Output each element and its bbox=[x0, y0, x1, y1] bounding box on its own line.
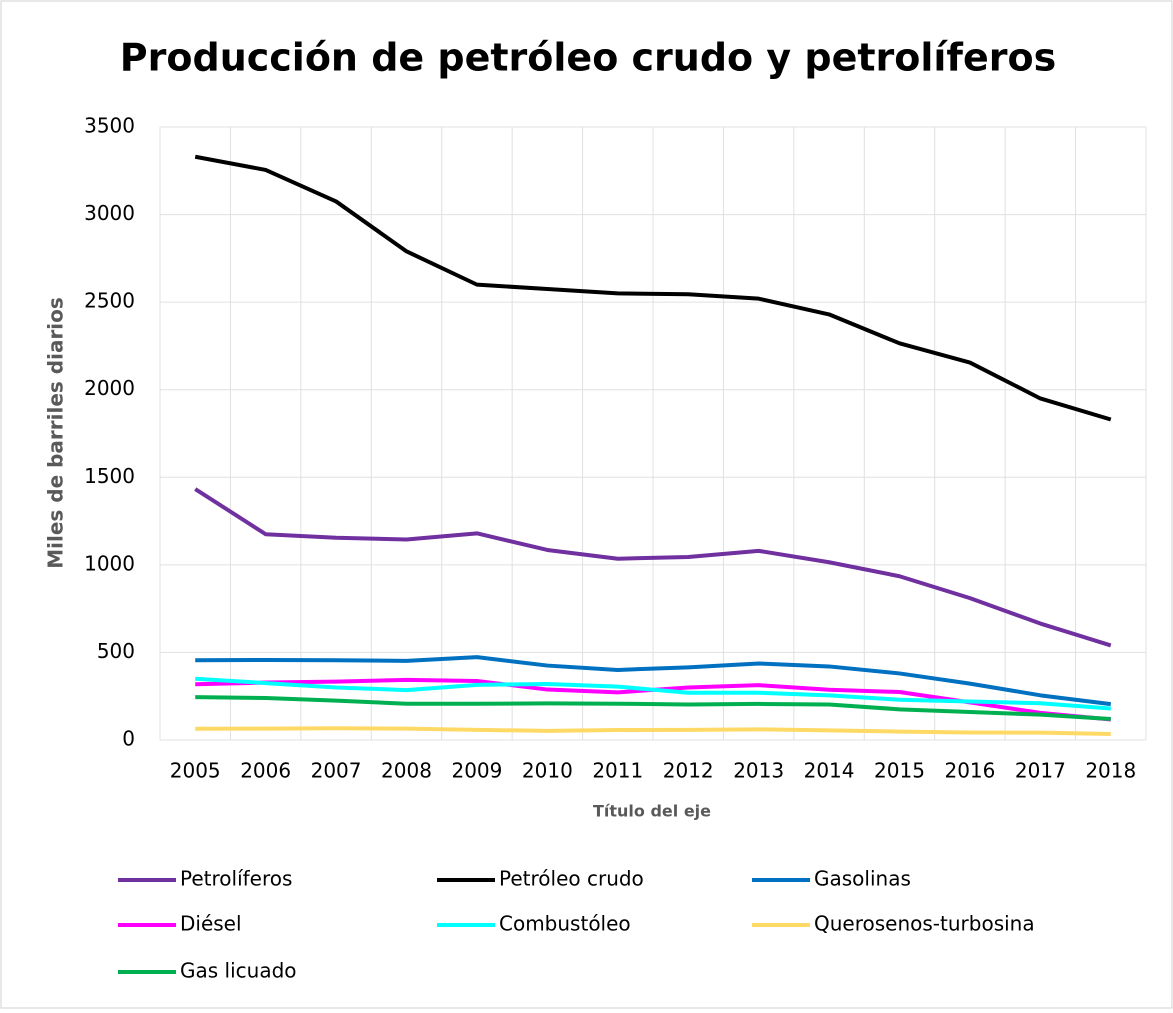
y-tick-label: 3000 bbox=[84, 201, 135, 225]
series-line bbox=[195, 695, 1111, 721]
x-axis-title: Título del eje bbox=[593, 802, 711, 821]
y-tick-label: 2000 bbox=[84, 376, 135, 400]
x-tick-label: 2015 bbox=[874, 759, 925, 783]
x-tick-label: 2007 bbox=[311, 759, 362, 783]
x-tick-label: 2005 bbox=[170, 759, 221, 783]
x-tick-label: 2013 bbox=[733, 759, 784, 783]
x-tick-label: 2009 bbox=[451, 759, 502, 783]
y-tick-label: 1500 bbox=[84, 464, 135, 488]
x-tick-label: 2006 bbox=[240, 759, 291, 783]
x-tick-label: 2010 bbox=[522, 759, 573, 783]
y-tick-label: 1000 bbox=[84, 551, 135, 575]
x-tick-label: 2017 bbox=[1015, 759, 1066, 783]
y-tick-label: 0 bbox=[122, 727, 135, 751]
y-axis-title: Miles de barriles diarios bbox=[44, 297, 68, 569]
x-tick-label: 2012 bbox=[663, 759, 714, 783]
series-line bbox=[194, 487, 1112, 648]
x-tick-label: 2014 bbox=[804, 759, 855, 783]
series-line bbox=[194, 154, 1112, 422]
x-tick-label: 2018 bbox=[1085, 759, 1136, 783]
y-tick-label: 2500 bbox=[84, 289, 135, 313]
legend-label: Gasolinas bbox=[814, 867, 911, 891]
x-tick-label: 2008 bbox=[381, 759, 432, 783]
y-tick-label: 3500 bbox=[84, 114, 135, 138]
series-line bbox=[195, 726, 1111, 737]
y-tick-label: 500 bbox=[97, 639, 135, 663]
legend-label: Diésel bbox=[180, 912, 242, 936]
legend-label: Gas licuado bbox=[180, 959, 297, 983]
legend-label: Petróleo crudo bbox=[499, 867, 644, 891]
legend-label: Querosenos-turbosina bbox=[814, 912, 1035, 936]
x-tick-label: 2016 bbox=[944, 759, 995, 783]
legend-label: Combustóleo bbox=[499, 912, 631, 936]
x-tick-label: 2011 bbox=[592, 759, 643, 783]
legend-label: Petrolíferos bbox=[180, 867, 292, 891]
chart-title: Producción de petróleo crudo y petrolífe… bbox=[120, 36, 1056, 80]
series-line bbox=[195, 655, 1112, 707]
series-line bbox=[195, 676, 1111, 711]
